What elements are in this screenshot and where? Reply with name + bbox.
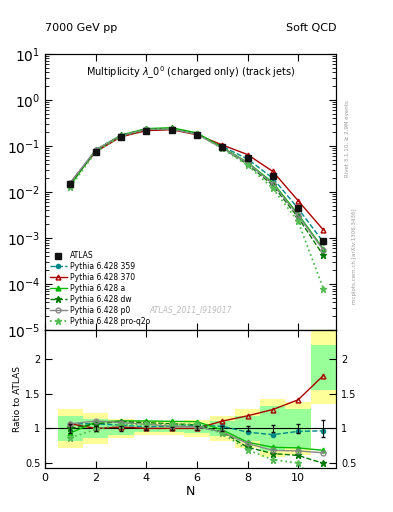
- Text: Multiplicity $\lambda\_0^0$ (charged only) (track jets): Multiplicity $\lambda\_0^0$ (charged onl…: [86, 65, 296, 81]
- Text: ATLAS_2011_I919017: ATLAS_2011_I919017: [149, 305, 232, 314]
- Legend: ATLAS, Pythia 6.428 359, Pythia 6.428 370, Pythia 6.428 a, Pythia 6.428 dw, Pyth: ATLAS, Pythia 6.428 359, Pythia 6.428 37…: [49, 250, 151, 327]
- Text: 7000 GeV pp: 7000 GeV pp: [45, 23, 118, 33]
- Text: mcplots.cern.ch [arXiv:1306.3436]: mcplots.cern.ch [arXiv:1306.3436]: [352, 208, 357, 304]
- Y-axis label: Ratio to ATLAS: Ratio to ATLAS: [13, 367, 22, 432]
- X-axis label: N: N: [186, 485, 195, 498]
- Text: Soft QCD: Soft QCD: [286, 23, 336, 33]
- Text: Rivet 3.1.10, ≥ 2.9M events: Rivet 3.1.10, ≥ 2.9M events: [345, 100, 350, 177]
